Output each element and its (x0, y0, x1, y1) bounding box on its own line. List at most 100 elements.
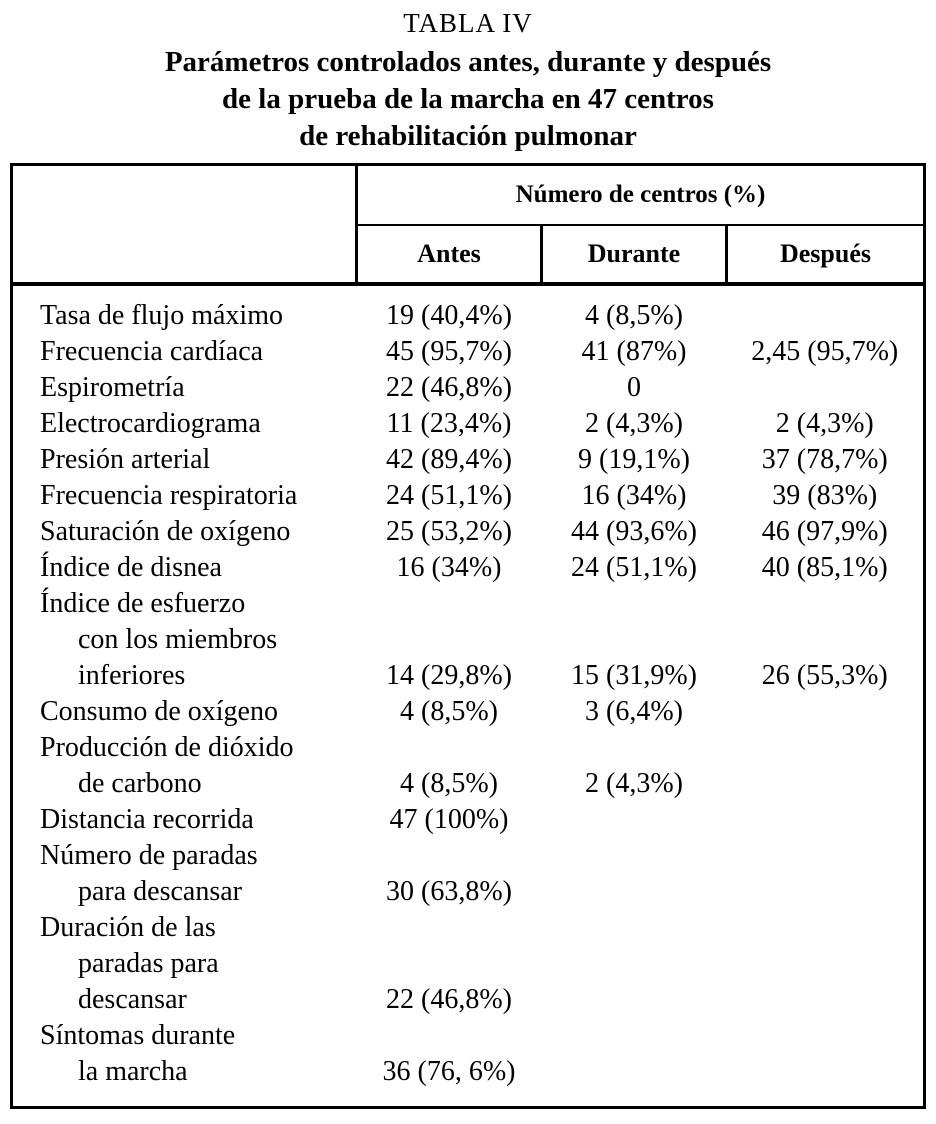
table-row: Síntomas durante la marcha 36 (76, 6%) (12, 1018, 925, 1108)
cell-antes: 14 (29,8%) (386, 660, 512, 691)
cell-antes: 30 (63,8%) (386, 876, 512, 907)
row-label: Número de paradas para descansar (12, 838, 357, 910)
row-label: Frecuencia cardíaca (12, 334, 357, 370)
row-label-line: Duración de las (40, 912, 216, 943)
cell-despues (727, 838, 925, 910)
table-header: Número de centros (%) Antes Durante Desp… (11, 164, 925, 286)
table-row: Producción de dióxido de carbono 4 (8,5%) 2… (12, 730, 925, 802)
row-label-line: paradas para (78, 948, 219, 979)
cell-durante: 4 (8,5%) (585, 300, 683, 331)
row-label-line: Espirometría (40, 372, 185, 403)
table-row: Índice de disnea 16 (34%) 24 (51,1%) 40 (85… (12, 550, 925, 586)
cell-despues (727, 730, 925, 802)
cell-durante: 3 (6,4%) (585, 696, 683, 727)
cell-durante: 0 (627, 372, 641, 403)
row-label-line: Número de paradas (40, 840, 258, 871)
row-label: Saturación de oxígeno (12, 514, 357, 550)
cell-despues (727, 694, 925, 730)
row-label: Consumo de oxígeno (12, 694, 357, 730)
cell-antes: 11 (23,4%) (386, 408, 512, 439)
column-header-antes: Antes (356, 225, 543, 286)
cell-antes: 19 (40,4%) (386, 300, 512, 331)
row-label-line: descansar (78, 984, 187, 1015)
table-title-block: TABLA IV Parámetros controlados antes, d… (0, 6, 936, 155)
table-row: Frecuencia respiratoria 24 (51,1%) 16 (34%… (12, 478, 925, 514)
table-row: Tasa de flujo máximo 19 (40,4%) 4 (8,5%) (12, 284, 925, 334)
cell-antes: 24 (51,1%) (386, 480, 512, 511)
group-header: Número de centros (%) (356, 164, 925, 226)
table-caption-line-2: de la prueba de la marcha en 47 centros (222, 83, 714, 115)
cell-durante: 41 (87%) (581, 336, 687, 367)
row-label-line: Síntomas durante (40, 1020, 236, 1051)
cell-despues: 39 (83%) (772, 480, 878, 511)
cell-durante: 44 (93,6%) (571, 516, 697, 547)
table-row: Frecuencia cardíaca 45 (95,7%) 41 (87%) 2,4… (12, 334, 925, 370)
table-body: Tasa de flujo máximo 19 (40,4%) 4 (8,5%) Fr… (12, 284, 925, 1108)
parameters-table: Número de centros (%) Antes Durante Desp… (10, 163, 926, 1109)
cell-despues: 40 (85,1%) (761, 552, 888, 583)
table-row: Índice de esfuerzo con los miembros inferi… (12, 586, 925, 694)
cell-antes: 4 (8,5%) (400, 696, 498, 727)
row-label-line: inferiores (78, 660, 186, 691)
cell-despues: 2 (4,3%) (775, 408, 874, 439)
column-header-despues: Después (726, 225, 925, 286)
cell-despues (727, 370, 925, 406)
row-label-line: Frecuencia cardíaca (40, 336, 264, 367)
cell-despues: 37 (78,7%) (761, 444, 888, 475)
cell-durante (542, 802, 727, 838)
cell-despues (727, 1018, 925, 1108)
cell-durante (542, 1018, 727, 1108)
row-label-line: Consumo de oxígeno (40, 696, 278, 727)
table-row: Consumo de oxígeno 4 (8,5%) 3 (6,4%) (12, 694, 925, 730)
row-label-line: Presión arterial (40, 444, 211, 475)
table-row: Distancia recorrida 47 (100%) (12, 802, 925, 838)
cell-despues: 46 (97,9%) (761, 516, 888, 547)
row-label-line: Distancia recorrida (40, 804, 254, 835)
cell-durante: 2 (4,3%) (585, 768, 683, 799)
cell-durante: 15 (31,9%) (571, 660, 697, 691)
row-label-line: Producción de dióxido (40, 732, 294, 763)
row-label-line: la marcha (78, 1056, 188, 1087)
table-number: TABLA IV (403, 8, 533, 38)
column-header-row: Antes Durante Después (12, 225, 925, 286)
row-label: Tasa de flujo máximo (12, 284, 357, 334)
row-label: Presión arterial (12, 442, 357, 478)
cell-antes: 36 (76, 6%) (382, 1056, 516, 1087)
cell-durante (542, 838, 727, 910)
row-label-line: Índice de disnea (40, 552, 222, 583)
row-label-line: con los miembros (78, 624, 278, 655)
corner-cell (11, 164, 358, 286)
cell-despues: 26 (55,3%) (761, 660, 888, 691)
row-label: Producción de dióxido de carbono (12, 730, 357, 802)
cell-antes: 22 (46,8%) (386, 372, 512, 403)
cell-durante (542, 910, 727, 1018)
cell-durante: 24 (51,1%) (571, 552, 697, 583)
cell-despues: 2,45 (95,7%) (751, 336, 899, 367)
table-caption-line-3: de rehabilitación pulmonar (299, 120, 637, 152)
row-label: Espirometría (12, 370, 357, 406)
row-label-line: Saturación de oxígeno (40, 516, 291, 547)
cell-antes: 42 (89,4%) (386, 444, 512, 475)
row-label: Índice de disnea (12, 550, 357, 586)
row-label: Frecuencia respiratoria (12, 478, 357, 514)
cell-antes: 4 (8,5%) (400, 768, 498, 799)
table-caption-line-1: Parámetros controlados antes, durante y … (164, 46, 772, 78)
table-row: Presión arterial 42 (89,4%) 9 (19,1%) 37 (7… (12, 442, 925, 478)
cell-durante: 9 (19,1%) (578, 444, 690, 475)
row-label-line: de carbono (78, 768, 202, 799)
cell-despues (727, 802, 925, 838)
row-label-line: Tasa de flujo máximo (40, 300, 283, 331)
row-label-line: Electrocardiograma (40, 408, 261, 439)
table-row: Número de paradas para descansar 30 (63,8%… (12, 838, 925, 910)
column-header-durante: Durante (541, 225, 728, 286)
cell-antes: 22 (46,8%) (386, 984, 512, 1015)
table-row: Duración de las paradas para descansar 22 (… (12, 910, 925, 1018)
group-header-row: Número de centros (%) (11, 164, 925, 286)
cell-durante: 16 (34%) (581, 480, 687, 511)
row-label: Distancia recorrida (12, 802, 357, 838)
cell-antes: 45 (95,7%) (386, 336, 512, 367)
cell-antes: 47 (100%) (389, 804, 509, 835)
cell-antes: 25 (53,2%) (386, 516, 512, 547)
cell-despues (727, 284, 925, 334)
